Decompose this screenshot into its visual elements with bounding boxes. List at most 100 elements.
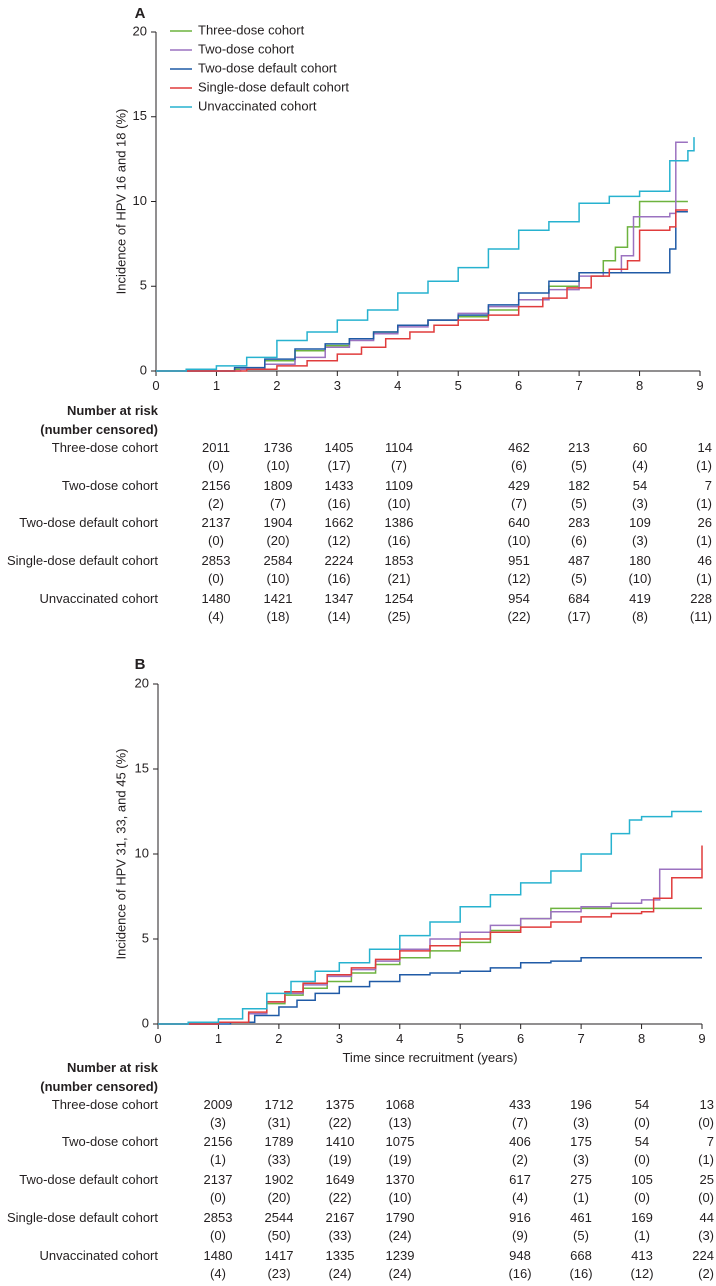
risk-censored-value: (6) <box>571 533 587 548</box>
panel-a: A 0 5 10 15 20 0 1 2 3 4 5 6 7 8 9 Incidence of HPV 16 a… <box>7 5 712 624</box>
risk-censored-value: (8) <box>632 609 648 624</box>
legend-label-unvaccinated-cohort: Unvaccinated cohort <box>198 98 317 113</box>
risk-at-risk-value: 1347 <box>325 591 354 606</box>
risk-censored-value: (16) <box>569 1266 592 1281</box>
risk-censored-value: (0) <box>634 1115 650 1130</box>
risk-censored-value: (16) <box>327 571 350 586</box>
risk-at-risk-value: 1254 <box>385 591 414 606</box>
risk-at-risk-value: 2167 <box>326 1210 355 1225</box>
risk-row-label: Two-dose cohort <box>62 478 158 493</box>
risk-at-risk-value: 2137 <box>204 1172 233 1187</box>
risk-at-risk-value: 1789 <box>265 1134 294 1149</box>
risk-censored-value: (16) <box>327 496 350 511</box>
risk-censored-value: (24) <box>388 1228 411 1243</box>
risk-censored-value: (16) <box>387 533 410 548</box>
legend-label-three-dose-cohort: Three-dose cohort <box>198 22 305 37</box>
risk-censored-value: (19) <box>388 1152 411 1167</box>
risk-at-risk-value: 109 <box>629 515 651 530</box>
risk-censored-value: (5) <box>573 1228 589 1243</box>
risk-censored-value: (10) <box>387 496 410 511</box>
risk-censored-value: (12) <box>327 533 350 548</box>
risk-at-risk-value: 7 <box>705 478 712 493</box>
risk-at-risk-value: 2156 <box>204 1134 233 1149</box>
risk-censored-value: (16) <box>508 1266 531 1281</box>
risk-at-risk-value: 228 <box>690 591 712 606</box>
risk-censored-value: (1) <box>696 533 712 548</box>
x-tick-label: 9 <box>696 378 703 393</box>
risk-at-risk-value: 1109 <box>385 478 413 493</box>
risk-at-risk-value: 60 <box>633 440 647 455</box>
risk-censored-value: (1) <box>696 571 712 586</box>
series-line-unvaccinated-cohort <box>156 137 695 372</box>
risk-at-risk-value: 26 <box>698 515 712 530</box>
risk-at-risk-value: 54 <box>635 1097 649 1112</box>
risk-at-risk-value: 169 <box>631 1210 653 1225</box>
risk-at-risk-value: 668 <box>570 1248 592 1263</box>
risk-censored-value: (11) <box>690 609 712 624</box>
x-tick-label: 7 <box>575 378 582 393</box>
y-axis-title: Incidence of HPV 16 and 18 (%) <box>113 109 128 295</box>
risk-at-risk-value: 2011 <box>202 440 230 455</box>
risk-censored-value: (1) <box>696 496 712 511</box>
risk-at-risk-value: 196 <box>570 1097 592 1112</box>
risk-censored-value: (5) <box>571 458 587 473</box>
x-tick-label: 5 <box>457 1031 464 1046</box>
risk-at-risk-value: 1662 <box>325 515 354 530</box>
risk-censored-value: (0) <box>210 1190 226 1205</box>
x-tick-label: 8 <box>638 1031 645 1046</box>
risk-at-risk-value: 54 <box>633 478 647 493</box>
risk-table-subtitle: (number censored) <box>40 1079 158 1094</box>
risk-censored-value: (0) <box>698 1190 714 1205</box>
x-tick-label: 8 <box>636 378 643 393</box>
risk-censored-value: (23) <box>267 1266 290 1281</box>
y-tick-label: 20 <box>133 23 147 38</box>
y-tick-label: 20 <box>135 675 149 690</box>
x-tick-label: 6 <box>515 378 522 393</box>
risk-censored-value: (2) <box>512 1152 528 1167</box>
risk-censored-value: (4) <box>512 1190 528 1205</box>
risk-at-risk-value: 954 <box>508 591 530 606</box>
risk-censored-value: (3) <box>573 1152 589 1167</box>
y-tick-label: 0 <box>142 1015 149 1030</box>
risk-censored-value: (20) <box>267 1190 290 1205</box>
risk-at-risk-value: 1239 <box>386 1248 415 1263</box>
risk-censored-value: (1) <box>573 1190 589 1205</box>
risk-at-risk-value: 2137 <box>202 515 231 530</box>
risk-at-risk-value: 1902 <box>265 1172 294 1187</box>
risk-censored-value: (10) <box>628 571 651 586</box>
risk-censored-value: (0) <box>208 458 224 473</box>
series-line-two-dose-default-cohort <box>158 956 702 1025</box>
risk-censored-value: (24) <box>328 1266 351 1281</box>
risk-at-risk-value: 1480 <box>202 591 231 606</box>
y-tick-label: 5 <box>142 930 149 945</box>
risk-censored-value: (4) <box>210 1266 226 1281</box>
risk-at-risk-value: 283 <box>568 515 590 530</box>
risk-censored-value: (9) <box>512 1228 528 1243</box>
series-line-single-dose-default-cohort <box>158 845 703 1025</box>
risk-at-risk-value: 1649 <box>326 1172 355 1187</box>
risk-censored-value: (1) <box>696 458 712 473</box>
risk-censored-value: (25) <box>387 609 410 624</box>
risk-censored-value: (7) <box>511 496 527 511</box>
risk-at-risk-value: 1417 <box>265 1248 294 1263</box>
risk-censored-value: (14) <box>327 609 350 624</box>
risk-table-subtitle: (number censored) <box>40 422 158 437</box>
risk-at-risk-value: 1809 <box>264 478 293 493</box>
risk-at-risk-value: 2009 <box>204 1097 233 1112</box>
risk-censored-value: (31) <box>267 1115 290 1130</box>
risk-censored-value: (3) <box>698 1228 714 1243</box>
x-tick-label: 3 <box>334 378 341 393</box>
risk-censored-value: (7) <box>512 1115 528 1130</box>
risk-censored-value: (50) <box>267 1228 290 1243</box>
y-tick-label: 15 <box>133 108 147 123</box>
x-tick-label: 6 <box>517 1031 524 1046</box>
x-axis-title: Time since recruitment (years) <box>342 1050 517 1065</box>
series-line-single-dose-default-cohort <box>156 209 688 372</box>
legend-label-two-dose-default-cohort: Two-dose default cohort <box>198 60 337 75</box>
risk-row-label: Three-dose cohort <box>52 1097 159 1112</box>
x-tick-label: 2 <box>273 378 280 393</box>
risk-censored-value: (6) <box>511 458 527 473</box>
risk-censored-value: (17) <box>327 458 350 473</box>
risk-censored-value: (5) <box>571 496 587 511</box>
panel-label: A <box>135 5 146 22</box>
